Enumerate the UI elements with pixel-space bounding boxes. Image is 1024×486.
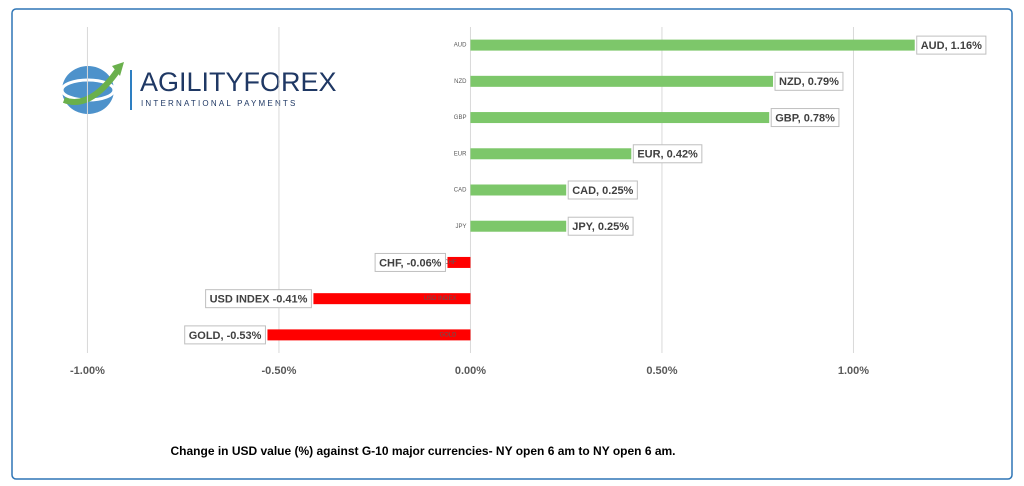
logo-name: AGILITYFOREX	[140, 67, 337, 97]
data-label-text: CAD, 0.25%	[572, 185, 633, 197]
data-label-text: CHF, -0.06%	[379, 257, 442, 269]
x-tick-label: 0.00%	[455, 365, 486, 377]
data-label-box	[374, 252, 446, 272]
data-label-text: NZD, 0.79%	[779, 76, 839, 88]
category-label: USD INDEX	[424, 296, 457, 302]
x-tick-label: -1.00%	[70, 365, 105, 377]
data-label: CAD, 0.25%	[567, 180, 638, 200]
bar	[470, 112, 770, 124]
x-tick-label: 1.00%	[838, 365, 869, 377]
caption: Change in USD value (%) against G-10 maj…	[170, 444, 675, 458]
data-label-text: AUD, 1.16%	[921, 40, 982, 52]
data-label-box	[567, 216, 634, 236]
category-label: CHF	[444, 260, 457, 266]
data-label-text: JPY, 0.25%	[572, 221, 629, 233]
category-label: GOLD	[439, 332, 457, 338]
data-label-box	[184, 325, 266, 345]
data-label: JPY, 0.25%	[567, 216, 634, 236]
bar	[313, 293, 471, 305]
category-label: AUD	[454, 43, 467, 49]
data-label-box	[632, 144, 703, 164]
data-label-box	[916, 35, 987, 55]
data-label: AUD, 1.16%	[916, 35, 987, 55]
x-tick-label: 0.50%	[646, 365, 677, 377]
logo: AGILITYFOREX INTERNATIONAL PAYMENTS	[60, 62, 337, 114]
data-label-box	[567, 180, 638, 200]
category-label: NZD	[454, 79, 467, 85]
data-label-text: EUR, 0.42%	[637, 149, 698, 161]
data-label-box	[770, 108, 840, 128]
bar	[470, 75, 774, 87]
frame	[11, 8, 1013, 480]
data-label: USD INDEX -0.41%	[205, 289, 312, 309]
category-label: CAD	[454, 188, 467, 194]
bar	[470, 39, 915, 51]
data-label: GBP, 0.78%	[770, 108, 840, 128]
bar	[267, 329, 471, 341]
category-label: JPY	[455, 224, 466, 230]
x-tick-label: -0.50%	[262, 365, 297, 377]
category-label: GBP	[454, 115, 467, 121]
data-label-text: GBP, 0.78%	[775, 112, 835, 124]
bar	[470, 184, 567, 196]
data-label: EUR, 0.42%	[632, 144, 703, 164]
data-label-text: GOLD, -0.53%	[189, 330, 262, 342]
bar	[470, 220, 567, 232]
data-label-box	[205, 289, 312, 309]
category-label: EUR	[454, 151, 467, 157]
data-label: NZD, 0.79%	[774, 71, 844, 91]
data-label-box	[774, 71, 844, 91]
bar	[470, 148, 632, 160]
data-label-text: USD INDEX -0.41%	[210, 294, 308, 306]
data-label: CHF, -0.06%	[374, 252, 446, 272]
logo-tagline: INTERNATIONAL PAYMENTS	[141, 99, 298, 108]
bar	[447, 256, 471, 268]
data-label: GOLD, -0.53%	[184, 325, 266, 345]
